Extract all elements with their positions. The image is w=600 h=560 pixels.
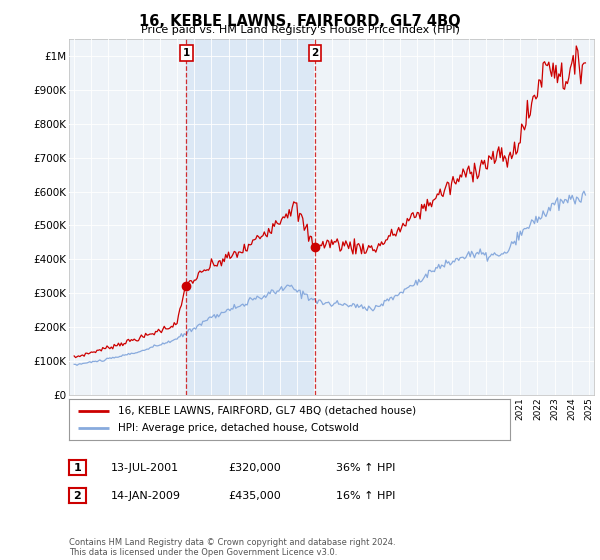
Text: £435,000: £435,000: [228, 491, 281, 501]
Text: 1: 1: [183, 48, 190, 58]
Text: 2: 2: [311, 48, 319, 58]
Text: 16, KEBLE LAWNS, FAIRFORD, GL7 4BQ (detached house): 16, KEBLE LAWNS, FAIRFORD, GL7 4BQ (deta…: [118, 405, 416, 416]
Text: Contains HM Land Registry data © Crown copyright and database right 2024.
This d: Contains HM Land Registry data © Crown c…: [69, 538, 395, 557]
Text: 36% ↑ HPI: 36% ↑ HPI: [336, 463, 395, 473]
Text: 13-JUL-2001: 13-JUL-2001: [111, 463, 179, 473]
Text: 14-JAN-2009: 14-JAN-2009: [111, 491, 181, 501]
Text: 16, KEBLE LAWNS, FAIRFORD, GL7 4BQ: 16, KEBLE LAWNS, FAIRFORD, GL7 4BQ: [139, 14, 461, 29]
Text: 16% ↑ HPI: 16% ↑ HPI: [336, 491, 395, 501]
Bar: [187, 39, 315, 395]
Text: 1: 1: [74, 463, 81, 473]
Text: 2: 2: [74, 491, 81, 501]
Text: £320,000: £320,000: [228, 463, 281, 473]
Text: HPI: Average price, detached house, Cotswold: HPI: Average price, detached house, Cots…: [118, 423, 358, 433]
Text: Price paid vs. HM Land Registry's House Price Index (HPI): Price paid vs. HM Land Registry's House …: [140, 25, 460, 35]
